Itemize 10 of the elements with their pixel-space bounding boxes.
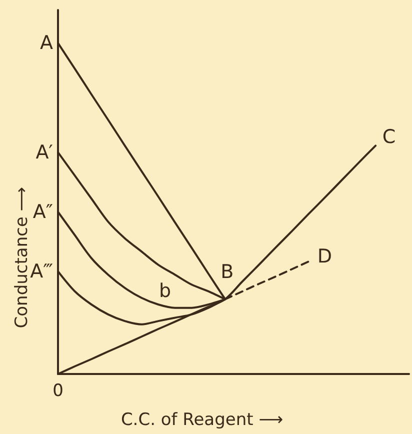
series-label: A′ (36, 141, 53, 164)
annotation: b (158, 280, 172, 302)
annotation: B (220, 261, 234, 284)
series-label: A (40, 32, 53, 54)
series-label: A″ (32, 200, 53, 223)
series-label: A‴ (30, 260, 54, 282)
text: 0 (52, 381, 64, 401)
series-label: D (317, 246, 332, 268)
x-axis-title: C.C. of Reagent ⟶ (120, 410, 284, 430)
series-label: C (382, 126, 396, 148)
